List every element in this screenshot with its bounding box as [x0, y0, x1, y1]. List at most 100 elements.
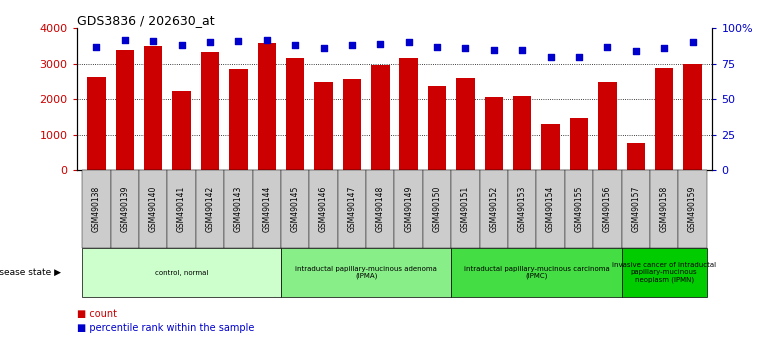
Text: GSM490148: GSM490148 — [376, 186, 385, 232]
Text: GSM490146: GSM490146 — [319, 185, 328, 232]
Bar — [423, 170, 451, 248]
Text: GSM490140: GSM490140 — [149, 185, 158, 232]
Bar — [229, 69, 247, 170]
Bar — [451, 248, 621, 297]
Point — [232, 38, 244, 44]
Bar — [621, 248, 707, 297]
Bar — [257, 43, 276, 170]
Bar — [366, 170, 394, 248]
Point — [403, 40, 415, 45]
Bar — [314, 82, 332, 170]
Bar — [485, 97, 503, 170]
Bar — [536, 170, 565, 248]
Bar — [309, 170, 338, 248]
Bar — [342, 79, 361, 170]
Bar — [82, 170, 110, 248]
Bar — [451, 170, 480, 248]
Bar — [621, 170, 650, 248]
Bar — [172, 91, 191, 170]
Bar — [570, 118, 588, 170]
Bar — [139, 170, 168, 248]
Point — [345, 42, 358, 48]
Bar — [116, 50, 134, 170]
Text: GSM490158: GSM490158 — [660, 186, 669, 232]
Bar — [338, 170, 366, 248]
Bar — [627, 143, 645, 170]
Bar — [144, 46, 162, 170]
Text: GSM490152: GSM490152 — [489, 186, 499, 232]
Point — [686, 40, 699, 45]
Text: control, normal: control, normal — [155, 270, 208, 275]
Point — [516, 47, 529, 52]
Text: intraductal papillary-mucinous adenoma
(IPMA): intraductal papillary-mucinous adenoma (… — [295, 266, 437, 279]
Bar — [480, 170, 508, 248]
Text: GSM490142: GSM490142 — [205, 186, 214, 232]
Bar — [281, 170, 309, 248]
Text: GSM490145: GSM490145 — [290, 185, 300, 232]
Point — [601, 44, 614, 50]
Point — [630, 48, 642, 54]
Bar — [598, 82, 617, 170]
Text: GSM490155: GSM490155 — [574, 185, 584, 232]
Bar — [593, 170, 621, 248]
Text: GSM490156: GSM490156 — [603, 185, 612, 232]
Point — [573, 54, 585, 59]
Point — [460, 45, 472, 51]
Text: GSM490149: GSM490149 — [404, 185, 413, 232]
Text: intraductal papillary-mucinous carcinoma
(IPMC): intraductal papillary-mucinous carcinoma… — [463, 266, 609, 279]
Point — [374, 41, 386, 47]
Text: GSM490139: GSM490139 — [120, 185, 129, 232]
Bar — [196, 170, 224, 248]
Text: invasive cancer of intraductal
papillary-mucinous
neoplasm (IPMN): invasive cancer of intraductal papillary… — [612, 262, 716, 283]
Text: ■ count: ■ count — [77, 309, 116, 319]
Text: GSM490151: GSM490151 — [461, 186, 470, 232]
Text: GSM490141: GSM490141 — [177, 186, 186, 232]
Point — [175, 42, 188, 48]
Text: GSM490143: GSM490143 — [234, 185, 243, 232]
Text: GSM490159: GSM490159 — [688, 185, 697, 232]
Bar — [428, 86, 447, 170]
Point — [147, 38, 159, 44]
Point — [289, 42, 301, 48]
Point — [658, 45, 670, 51]
Bar — [82, 248, 281, 297]
Bar — [655, 68, 673, 170]
Text: GSM490150: GSM490150 — [433, 185, 441, 232]
Text: ■ percentile rank within the sample: ■ percentile rank within the sample — [77, 323, 254, 333]
Point — [90, 44, 103, 50]
Bar — [394, 170, 423, 248]
Bar — [683, 64, 702, 170]
Point — [431, 44, 444, 50]
Bar — [513, 96, 532, 170]
Bar — [168, 170, 196, 248]
Bar — [286, 58, 304, 170]
Bar — [224, 170, 253, 248]
Point — [488, 47, 500, 52]
Bar — [399, 58, 418, 170]
Text: GSM490144: GSM490144 — [262, 185, 271, 232]
Bar — [371, 65, 390, 170]
Text: GSM490138: GSM490138 — [92, 186, 101, 232]
Text: GSM490153: GSM490153 — [518, 185, 527, 232]
Bar — [565, 170, 593, 248]
Point — [545, 54, 557, 59]
Bar — [650, 170, 679, 248]
Bar — [508, 170, 536, 248]
Point — [317, 45, 329, 51]
Text: disease state ▶: disease state ▶ — [0, 268, 61, 277]
Bar — [542, 124, 560, 170]
Bar — [253, 170, 281, 248]
Text: GDS3836 / 202630_at: GDS3836 / 202630_at — [77, 14, 214, 27]
Text: GSM490157: GSM490157 — [631, 185, 640, 232]
Bar — [87, 77, 106, 170]
Point — [204, 40, 216, 45]
Point — [260, 37, 273, 42]
Point — [119, 37, 131, 42]
Bar — [110, 170, 139, 248]
Bar — [201, 52, 219, 170]
Text: GSM490147: GSM490147 — [348, 185, 356, 232]
Bar — [281, 248, 451, 297]
Bar — [679, 170, 707, 248]
Bar — [457, 78, 475, 170]
Text: GSM490154: GSM490154 — [546, 185, 555, 232]
